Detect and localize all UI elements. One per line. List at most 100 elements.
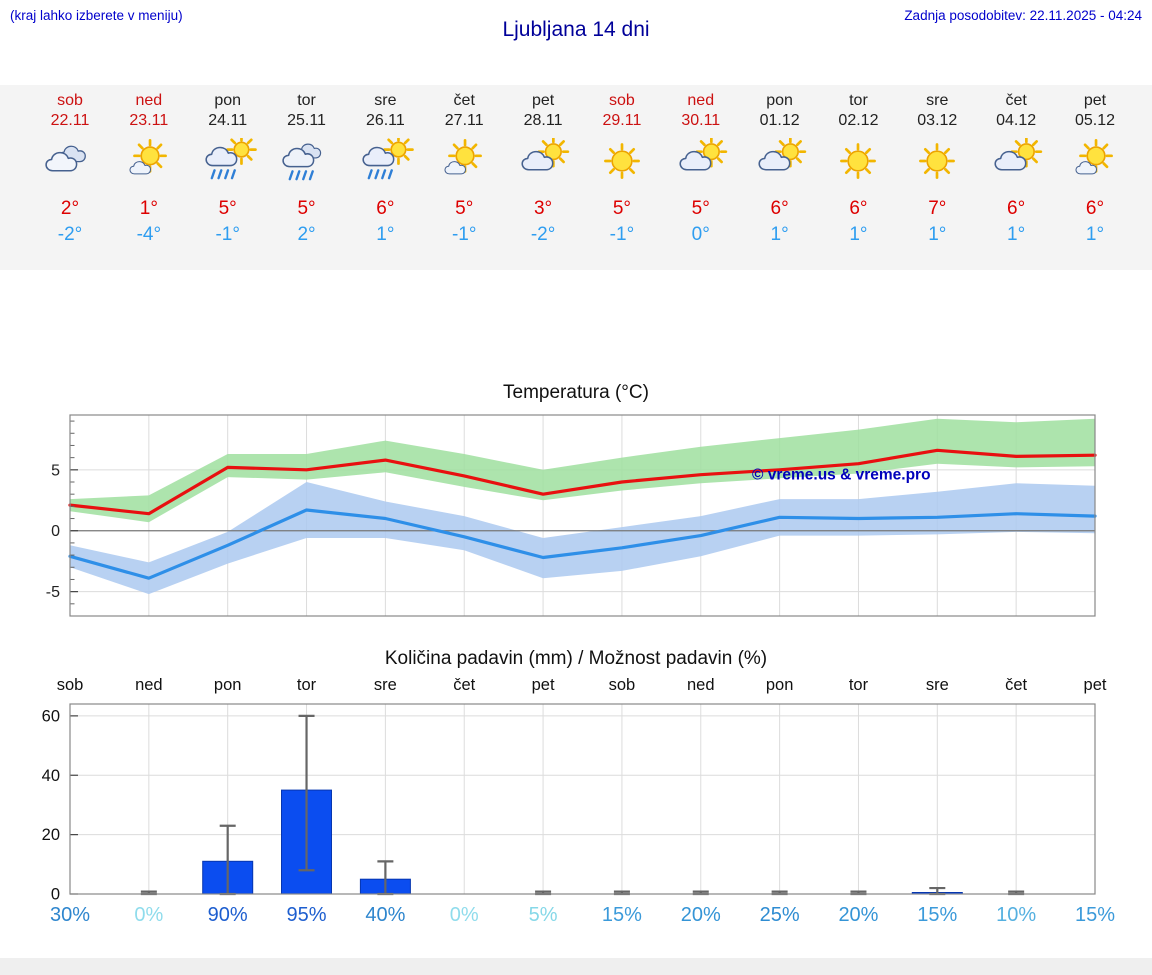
date-label: 26.11 bbox=[365, 112, 405, 129]
day-label: sob bbox=[57, 92, 83, 109]
max-temp: 3° bbox=[533, 198, 553, 219]
min-temp: 2° bbox=[297, 224, 316, 245]
max-temp: 5° bbox=[455, 198, 474, 219]
precip-day-label: sob bbox=[608, 676, 636, 694]
forecast-day-29.11: sob 29.11 5° -1° bbox=[582, 85, 661, 246]
precip-probability: 30% bbox=[49, 904, 91, 926]
day-label: pet bbox=[531, 92, 555, 109]
max-temp: 6° bbox=[770, 198, 789, 219]
weather-icon-sunny bbox=[582, 138, 661, 190]
min-temp: 1° bbox=[770, 224, 789, 245]
forecast-day-26.11: sre 26.11 6° 1° bbox=[346, 85, 425, 246]
precip-probability: 20% bbox=[838, 904, 879, 926]
min-temp: -1° bbox=[215, 224, 240, 245]
precip-day-label: ned bbox=[135, 676, 163, 694]
page-title: Ljubljana 14 dni bbox=[502, 18, 650, 41]
day-label: pon bbox=[214, 92, 242, 109]
weather-icon-cloudy bbox=[31, 138, 110, 190]
precip-probability: 0% bbox=[449, 904, 479, 926]
day-label: tor bbox=[849, 92, 868, 109]
weather-icon-rain-sun bbox=[188, 134, 267, 190]
min-temp: -4° bbox=[136, 224, 162, 245]
date-label: 30.11 bbox=[681, 112, 721, 129]
day-label: sob bbox=[609, 92, 635, 109]
weather-icon-sun-cloud bbox=[661, 135, 740, 190]
forecast-day-22.11: sob 22.11 2° -2° bbox=[31, 85, 110, 246]
precipitation-chart: 0 20 40 60 bbox=[0, 700, 1152, 905]
max-temp: 2° bbox=[60, 198, 80, 219]
temperature-chart: -5 0 5 © vreme.us & vreme.pro bbox=[0, 408, 1152, 620]
day-label: tor bbox=[297, 92, 316, 109]
forecast-day-27.11: čet 27.11 5° -1° bbox=[425, 85, 504, 246]
svg-text:60: 60 bbox=[42, 707, 60, 725]
day-label: ned bbox=[687, 92, 715, 109]
footer-strip bbox=[0, 958, 1152, 975]
day-label: pon bbox=[766, 92, 793, 109]
weather-icon-sunny bbox=[898, 138, 977, 190]
forecast-day-03.12: sre 03.12 7° 1° bbox=[898, 85, 977, 246]
weather-icon-partly-sunny bbox=[425, 138, 504, 190]
precip-probability: 40% bbox=[365, 904, 406, 926]
date-label: 01.12 bbox=[759, 112, 800, 129]
min-temp: 1° bbox=[376, 224, 395, 245]
date-label: 25.11 bbox=[287, 112, 326, 129]
forecast-day-30.11: ned 30.11 5° 0° bbox=[661, 85, 740, 246]
date-label: 27.11 bbox=[444, 112, 484, 129]
precip-day-label: pet bbox=[1083, 676, 1107, 694]
forecast-strip: sob 22.11 2° -2° ned 23.11 1° -4° pon 24.11 5° -1° t… bbox=[0, 85, 1152, 270]
day-label: čet bbox=[1005, 92, 1027, 109]
min-temp: 1° bbox=[1007, 224, 1026, 245]
weather-icon-sun-cloud bbox=[740, 135, 819, 190]
precip-day-label: pon bbox=[213, 676, 242, 694]
precip-probability: 25% bbox=[759, 904, 800, 926]
max-temp: 5° bbox=[691, 198, 710, 219]
precip-day-label: tor bbox=[848, 676, 869, 694]
precip-probability: 0% bbox=[134, 904, 164, 926]
weather-icon-sunny bbox=[819, 138, 898, 190]
svg-text:0: 0 bbox=[51, 523, 60, 540]
precip-probability: 10% bbox=[996, 904, 1037, 926]
date-label: 28.11 bbox=[523, 112, 563, 129]
watermark: © vreme.us & vreme.pro bbox=[752, 467, 931, 484]
precip-probability: 5% bbox=[528, 904, 558, 926]
precip-day-label: čet bbox=[1005, 676, 1028, 694]
forecast-day-05.12: pet 05.12 6° 1° bbox=[1056, 85, 1135, 246]
precip-day-label: sre bbox=[925, 676, 949, 694]
date-label: 04.12 bbox=[996, 112, 1037, 129]
forecast-day-02.12: tor 02.12 6° 1° bbox=[819, 85, 898, 246]
precip-probability: 15% bbox=[601, 904, 642, 926]
day-label: sre bbox=[374, 92, 397, 109]
weather-icon-partly-sunny bbox=[1056, 138, 1135, 190]
max-temp: 6° bbox=[1085, 198, 1105, 219]
svg-text:5: 5 bbox=[51, 462, 60, 479]
date-label: 05.12 bbox=[1074, 112, 1116, 129]
min-temp: 1° bbox=[928, 224, 947, 245]
max-temp: 6° bbox=[849, 198, 868, 219]
forecast-day-01.12: pon 01.12 6° 1° bbox=[740, 85, 819, 246]
precip-day-labels: sob ned pon tor sre čet pet sob ned pon tor sre čet p… bbox=[0, 676, 1152, 698]
weather-icon-rain bbox=[267, 138, 346, 190]
date-label: 02.12 bbox=[838, 112, 879, 129]
precip-day-label: sre bbox=[373, 676, 397, 694]
day-label: sre bbox=[926, 92, 949, 109]
svg-text:20: 20 bbox=[42, 826, 60, 844]
precip-probability-row: 30% 0% 90% 95% 40% 0% 5% 15% 20% 25% 20% 15% 10% 15% bbox=[0, 904, 1152, 932]
day-label: ned bbox=[135, 92, 163, 109]
date-label: 23.11 bbox=[129, 112, 169, 129]
menu-hint[interactable]: (kraj lahko izberete v meniju) bbox=[10, 8, 183, 23]
temperature-chart-title: Temperatura (°C) bbox=[503, 382, 649, 403]
weather-icon-partly-sunny bbox=[109, 138, 188, 190]
date-label: 24.11 bbox=[208, 112, 248, 129]
forecast-day-24.11: pon 24.11 5° -1° bbox=[188, 85, 267, 246]
forecast-day-23.11: ned 23.11 1° -4° bbox=[109, 85, 188, 246]
date-label: 29.11 bbox=[602, 112, 642, 129]
precip-day-label: čet bbox=[453, 676, 476, 694]
precip-probability: 20% bbox=[680, 904, 721, 926]
max-temp: 5° bbox=[297, 198, 316, 219]
max-temp: 6° bbox=[376, 198, 395, 219]
max-temp: 5° bbox=[612, 198, 631, 219]
svg-text:-5: -5 bbox=[46, 584, 60, 601]
max-temp: 1° bbox=[139, 198, 158, 219]
min-temp: -1° bbox=[451, 224, 477, 245]
